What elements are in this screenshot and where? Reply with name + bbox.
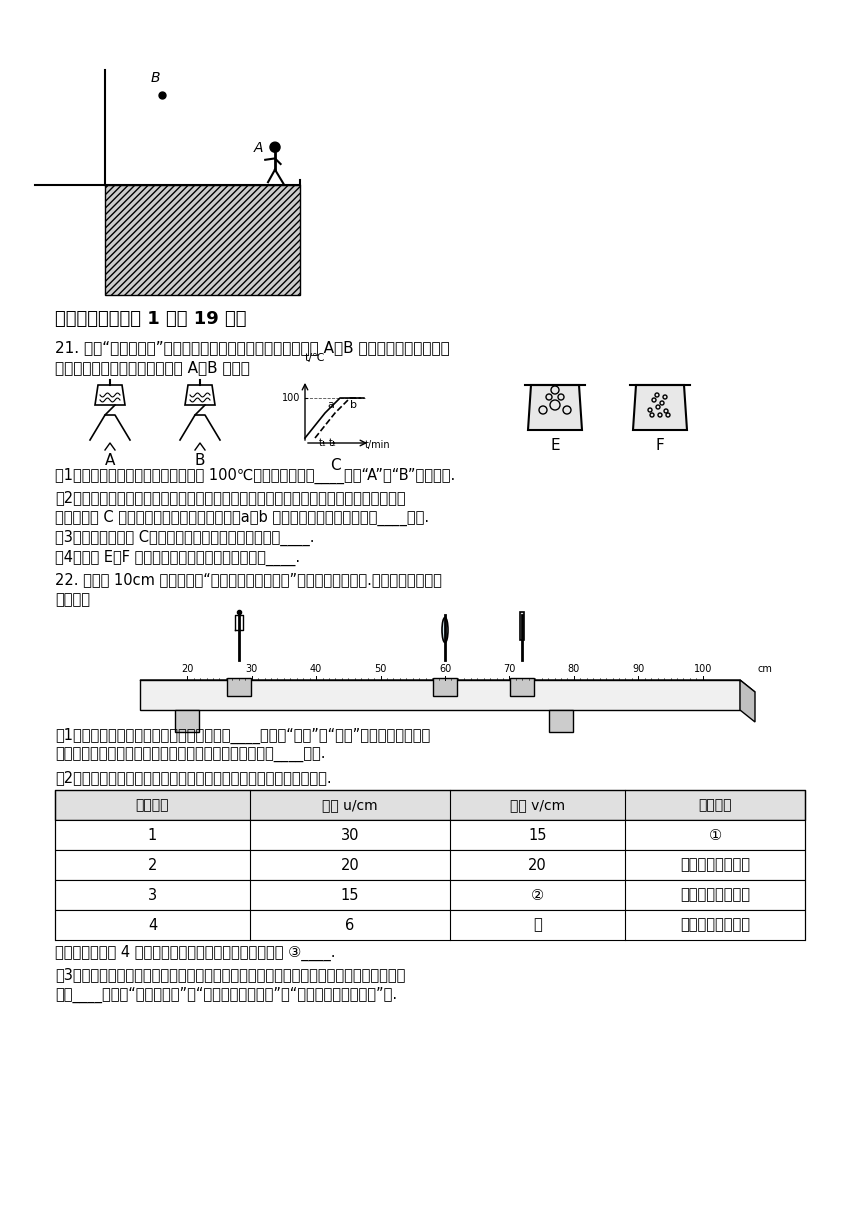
Bar [55,910,805,940]
Text: 1: 1 [148,828,157,843]
Text: b: b [350,400,357,410]
Text: （3）若已在光屏上成清晰的像，此时用遥光布遥住凸透镜的下小半部分，则所成的烛炊的: （3）若已在光屏上成清晰的像，此时用遥光布遥住凸透镜的下小半部分，则所成的烛炊的 [55,967,405,983]
Text: 请根据实验序号 4 的成像规律，写出在生活中的一个应用 ③____.: 请根据实验序号 4 的成像规律，写出在生活中的一个应用 ③____. [55,945,335,961]
Text: 倒立、放大的实像: 倒立、放大的实像 [680,888,750,902]
Text: B: B [194,454,206,468]
Text: 正立、放大的虚像: 正立、放大的虚像 [680,918,750,933]
Text: 70: 70 [503,664,516,674]
Text: F: F [655,438,665,454]
Text: 像距 v/cm: 像距 v/cm [510,798,565,812]
Polygon shape [740,680,755,722]
Text: cm: cm [758,664,773,674]
Bar [175,710,200,732]
Bar [549,710,573,732]
Text: A: A [253,141,263,154]
Text: 22. 用焦距 10cm 的凸透镜做“探究凸透镜成像规律”的实验，如图所示.（凸透镜的位置固: 22. 用焦距 10cm 的凸透镜做“探究凸透镜成像规律”的实验，如图所示.（凸… [55,572,442,587]
Bar [227,679,251,696]
Text: ①: ① [709,828,722,843]
Text: 四、实验题（每空 1 分共 19 分）: 四、实验题（每空 1 分共 19 分） [55,310,247,328]
Text: B: B [150,71,160,85]
Text: 30: 30 [341,828,359,843]
Text: t/min: t/min [365,440,390,450]
Bar [55,850,805,880]
Text: 2: 2 [148,857,157,873]
Polygon shape [140,680,755,692]
Text: 定不动）: 定不动） [55,592,90,607]
Ellipse shape [442,618,448,642]
Bar [520,612,525,640]
Text: 21. 在做“观察水永腾”的实验时，甲、乙、丙三组同学分别从 A、B 两套器材中任选一套来: 21. 在做“观察水永腾”的实验时，甲、乙、丙三组同学分别从 A、B 两套器材中… [55,340,450,355]
Text: t/℃: t/℃ [304,353,325,364]
Circle shape [270,142,280,152]
Text: （2）乙、丙两组同学虽然选用的实验装置相同，但水开始永腾的时刻不同，他们绘制的永: （2）乙、丙两组同学虽然选用的实验装置相同，但水开始永腾的时刻不同，他们绘制的永 [55,490,406,505]
Text: ②: ② [531,888,544,902]
Polygon shape [528,385,582,430]
Text: 20: 20 [528,857,547,873]
Bar [55,820,805,850]
Bar [55,790,805,820]
Text: 100: 100 [694,664,712,674]
Bar [55,880,805,910]
Text: 60: 60 [439,664,452,674]
Text: 20: 20 [181,664,194,674]
Text: （3）通过分析图象 C，归纳出水永腾时的主要特点是：____.: （3）通过分析图象 C，归纳出水永腾时的主要特点是：____. [55,530,315,546]
Polygon shape [633,385,687,430]
Text: 程中蜡烛燃烧后逐渐变短，则光屏上烛炊的像也将逐渐向____移动.: 程中蜡烛燃烧后逐渐变短，则光屏上烛炊的像也将逐渐向____移动. [55,748,325,764]
Text: 20: 20 [341,857,359,873]
Text: 15: 15 [528,828,547,843]
Text: 3: 3 [148,888,157,902]
Text: （1）为了便于观察实验现象，实验环境应该____（选填“较亮”或“较暗”）一些，此实验过: （1）为了便于观察实验现象，实验环境应该____（选填“较亮”或“较暗”）一些，… [55,728,430,744]
Text: （1）甲组同学发现所测水的永点高于 100℃，他们选择的是____（填“A”或“B”）套装置.: （1）甲组同学发现所测水的永点高于 100℃，他们选择的是____（填“A”或“… [55,468,455,484]
Bar [105,185,300,295]
Text: 4: 4 [148,918,157,933]
Text: 30: 30 [246,664,258,674]
Text: 15: 15 [341,888,359,902]
Text: 像的性质: 像的性质 [698,798,732,812]
Text: 完成实验：（实验室已准备多套 A、B 装置）: 完成实验：（实验室已准备多套 A、B 装置） [55,360,250,375]
Text: 6: 6 [346,918,354,933]
Bar [433,679,457,696]
Text: （2）记录实验数据如下表，请将所缺的实验数据和像的性质补充完整.: （2）记录实验数据如下表，请将所缺的实验数据和像的性质补充完整. [55,770,332,786]
Bar [510,679,534,696]
Text: 50: 50 [374,664,387,674]
Text: （4）如图 E、F 你认为哪一种是水永腾时的情景？____.: （4）如图 E、F 你认为哪一种是水永腾时的情景？____. [55,550,300,567]
Polygon shape [140,680,740,710]
Text: 腾图象如图 C 所示，根据你的生活经验判断，a、b 两种图象不同的原因是水的____不同.: 腾图象如图 C 所示，根据你的生活经验判断，a、b 两种图象不同的原因是水的__… [55,510,429,527]
Text: 像为____（选填“不完整的像”、“亮度相同的完整像”或“亮度稍暗的完整的像”）.: 像为____（选填“不完整的像”、“亮度相同的完整像”或“亮度稍暗的完整的像”）… [55,987,397,1003]
Text: 无: 无 [533,918,542,933]
Text: a: a [327,400,334,410]
Text: 实验序号: 实验序号 [136,798,169,812]
Text: 80: 80 [568,664,580,674]
Text: 100: 100 [281,393,300,402]
Text: 倒立、等大的实像: 倒立、等大的实像 [680,857,750,873]
Text: E: E [550,438,560,454]
Text: 90: 90 [632,664,644,674]
Text: t₂: t₂ [329,438,337,447]
Text: t₁: t₁ [319,438,327,447]
Text: 40: 40 [310,664,322,674]
Text: A: A [105,454,115,468]
Text: 物距 u/cm: 物距 u/cm [322,798,378,812]
Text: C: C [329,458,341,473]
